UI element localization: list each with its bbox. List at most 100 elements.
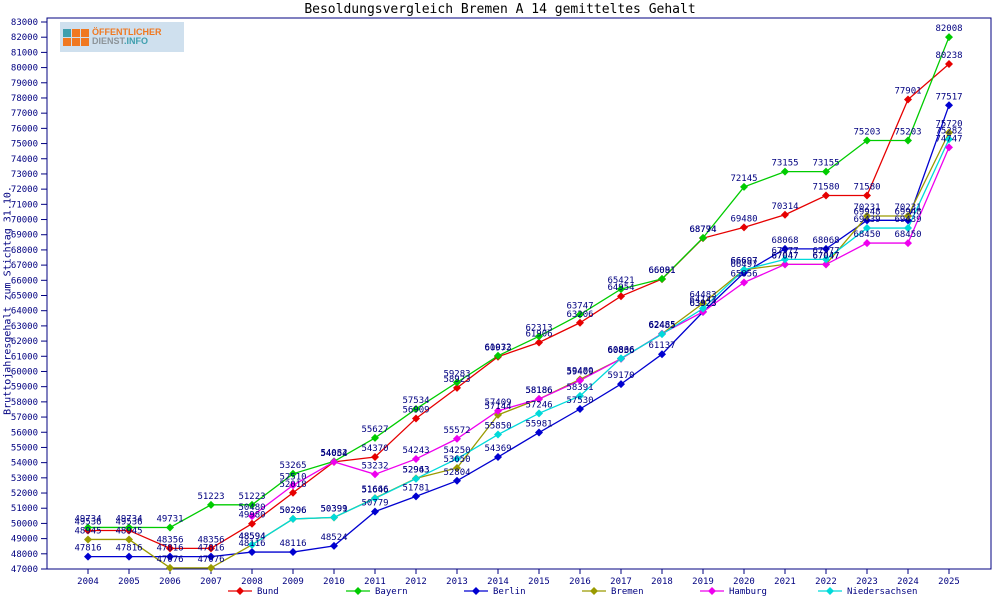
data-point-label-niedersachsen-2010: 50399 (320, 504, 347, 514)
data-point-marker-niedersachsen-2017 (617, 354, 625, 363)
data-point-label-berlin-2007: 47816 (197, 544, 224, 554)
data-point-marker-niedersachsen-2010 (330, 513, 338, 522)
x-tick-label: 2011 (364, 577, 386, 587)
data-point-marker-niedersachsen-2016 (576, 391, 584, 400)
data-point-label-berlin-2020: 66497 (730, 260, 757, 270)
chart-title: Besoldungsvergleich Bremen A 14 gemittel… (304, 2, 696, 17)
data-point-marker-niedersachsen-2019 (699, 304, 707, 313)
legend-label: Berlin (493, 587, 526, 597)
data-point-marker-bund-2007 (207, 544, 215, 553)
data-point-label-bayern-2018: 66091 (648, 266, 675, 276)
x-tick-label: 2023 (856, 577, 878, 587)
y-tick-label: 62000 (11, 337, 38, 347)
y-tick-label: 53000 (11, 474, 38, 484)
data-point-label-bremen-2025: 75720 (935, 120, 962, 130)
data-point-marker-niedersachsen-2024 (904, 224, 912, 233)
data-point-marker-bayern-2005 (125, 523, 133, 532)
data-point-marker-niedersachsen-2020 (740, 265, 748, 274)
legend-marker-icon (590, 587, 598, 595)
x-tick-label: 2020 (733, 577, 755, 587)
data-point-marker-hamburg-2010 (330, 457, 338, 466)
x-tick-label: 2016 (569, 577, 591, 587)
data-point-label-berlin-2011: 50779 (361, 499, 388, 509)
data-point-label-bremen-2021: 67047 (771, 251, 798, 261)
data-point-label-bremen-2009: 50296 (279, 506, 306, 516)
data-point-marker-bremen-2014 (494, 410, 502, 419)
legend-label: Bayern (375, 587, 408, 597)
data-point-marker-bund-2022 (822, 191, 830, 200)
y-tick-label: 69000 (11, 231, 38, 241)
data-point-marker-hamburg-2025 (945, 143, 953, 152)
data-point-marker-bremen-2007 (207, 563, 215, 572)
x-tick-label: 2021 (774, 577, 796, 587)
x-tick-label: 2022 (815, 577, 837, 587)
data-point-label-hamburg-2011: 53232 (361, 461, 388, 471)
x-tick-label: 2006 (159, 577, 181, 587)
data-point-marker-bayern-2012 (412, 404, 420, 413)
data-point-label-bund-2016: 63206 (566, 310, 593, 320)
data-point-label-hamburg-2020: 65856 (730, 269, 757, 279)
data-point-marker-berlin-2023 (863, 216, 871, 225)
data-point-label-niedersachsen-2023: 69439 (853, 215, 880, 225)
data-point-marker-hamburg-2021 (781, 260, 789, 269)
data-point-label-bund-2012: 56909 (402, 405, 429, 415)
data-point-label-bund-2022: 71580 (812, 183, 839, 193)
logo-text: ÖFFENTLICHER DIENST.INFO (92, 28, 162, 46)
data-point-label-hamburg-2008: 50480 (238, 503, 265, 513)
legend-item-bayern: Bayern (346, 587, 408, 597)
data-point-label-bund-2014: 60973 (484, 344, 511, 354)
data-point-marker-bayern-2015 (535, 332, 543, 341)
data-point-label-bayern-2010: 54082 (320, 448, 347, 458)
y-tick-label: 58000 (11, 398, 38, 408)
logo-line1: ÖFFENTLICHER (92, 27, 162, 37)
data-point-marker-bund-2020 (740, 223, 748, 232)
data-point-marker-bund-2009 (289, 488, 297, 497)
data-point-marker-berlin-2006 (166, 552, 174, 561)
data-point-label-bayern-2025: 82008 (935, 24, 962, 34)
data-point-label-niedersachsen-2018: 62455 (648, 321, 675, 331)
logo-line2-dienst: DIENST (92, 36, 125, 46)
data-point-label-bund-2019: 68774 (689, 225, 716, 235)
data-point-label-niedersachsen-2020: 66697 (730, 257, 757, 267)
data-point-label-berlin-2010: 48524 (320, 533, 347, 543)
data-point-marker-berlin-2018 (658, 350, 666, 359)
data-point-marker-bayern-2014 (494, 351, 502, 360)
data-point-label-bayern-2015: 62313 (525, 323, 552, 333)
data-point-label-berlin-2022: 68068 (812, 236, 839, 246)
data-point-marker-bayern-2025 (945, 33, 953, 42)
legend-label: Hamburg (729, 587, 767, 597)
data-point-label-bayern-2008: 51223 (238, 492, 265, 502)
data-point-label-berlin-2018: 61137 (648, 341, 675, 351)
data-point-label-hamburg-2023: 68450 (853, 230, 880, 240)
data-point-marker-hamburg-2023 (863, 239, 871, 248)
data-point-marker-bund-2025 (945, 59, 953, 68)
data-point-marker-niedersachsen-2014 (494, 430, 502, 439)
data-point-label-bayern-2022: 73155 (812, 159, 839, 169)
data-point-marker-niedersachsen-2013 (453, 454, 461, 463)
data-point-label-niedersachsen-2016: 58391 (566, 383, 593, 393)
data-point-label-bund-2021: 70314 (771, 202, 798, 212)
legend-item-berlin: Berlin (464, 587, 526, 597)
data-point-label-niedersachsen-2014: 55850 (484, 422, 511, 432)
data-point-label-niedersachsen-2013: 54250 (443, 446, 470, 456)
y-tick-label: 75000 (11, 140, 38, 150)
data-point-label-bund-2017: 64954 (607, 283, 634, 293)
series-line-bund (88, 63, 950, 550)
data-point-marker-niedersachsen-2009 (289, 514, 297, 523)
data-point-marker-bayern-2007 (207, 500, 215, 509)
data-point-marker-bremen-2013 (453, 463, 461, 472)
data-point-label-berlin-2009: 48116 (279, 539, 306, 549)
data-point-marker-hamburg-2013 (453, 434, 461, 443)
data-point-marker-bayern-2016 (576, 310, 584, 319)
x-tick-label: 2013 (446, 577, 468, 587)
data-point-label-bund-2010: 54054 (320, 449, 347, 459)
data-point-label-berlin-2017: 59170 (607, 371, 634, 381)
data-point-label-hamburg-2025: 74747 (935, 134, 962, 144)
data-point-label-bund-2009: 52018 (279, 480, 306, 490)
data-point-label-hamburg-2015: 58186 (525, 386, 552, 396)
data-point-marker-bayern-2017 (617, 285, 625, 294)
y-tick-label: 59000 (11, 383, 38, 393)
data-point-marker-berlin-2009 (289, 548, 297, 557)
data-point-marker-berlin-2011 (371, 507, 379, 516)
